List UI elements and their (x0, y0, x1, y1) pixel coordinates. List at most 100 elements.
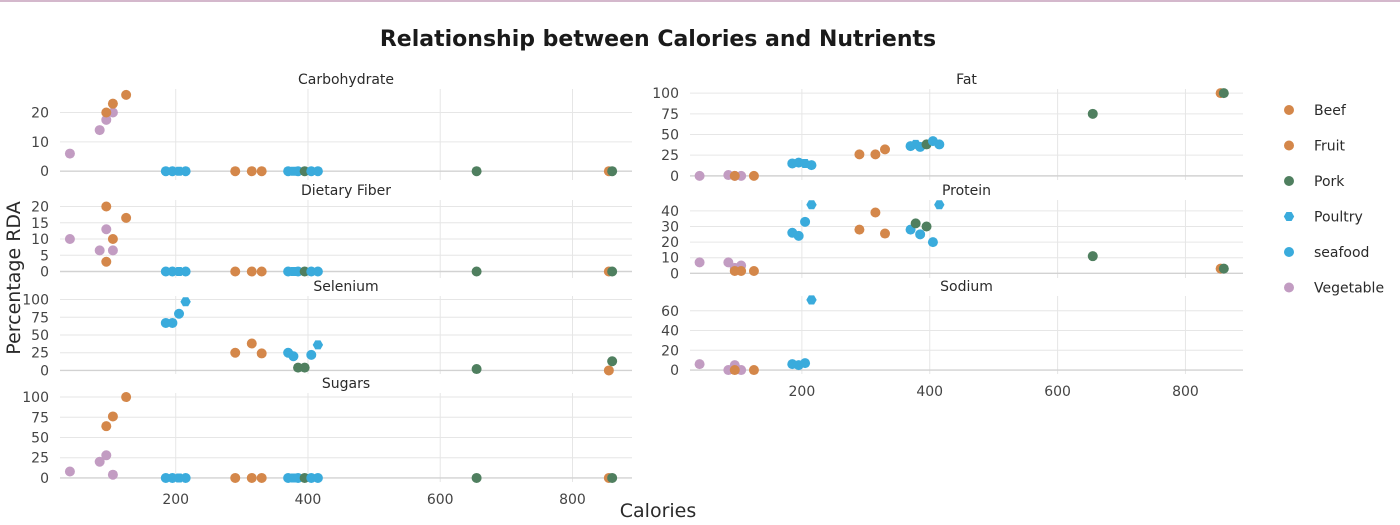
data-point-pork[interactable] (1218, 88, 1229, 99)
legend-item-poultry[interactable]: Poultry (1283, 210, 1363, 226)
data-point-fruit[interactable] (748, 170, 759, 181)
data-point-beef[interactable] (230, 166, 241, 177)
legend-item-vegetable[interactable]: Vegetable (1284, 281, 1384, 297)
data-point-beef[interactable] (870, 149, 881, 160)
data-point-beef[interactable] (246, 472, 257, 483)
data-point-seafood[interactable] (934, 139, 945, 150)
data-point-vegetable[interactable] (64, 234, 75, 244)
data-point-fruit[interactable] (729, 170, 740, 181)
data-point-poultry[interactable] (806, 200, 817, 210)
legend[interactable]: Beef Fruit Pork Poultry seafood Vegetable (1283, 103, 1384, 297)
data-point-fruit[interactable] (748, 265, 759, 276)
data-point-pork[interactable] (1218, 263, 1229, 274)
data-point-pork[interactable] (607, 266, 618, 277)
data-point-pork[interactable] (607, 356, 618, 367)
data-point-beef[interactable] (246, 266, 257, 277)
data-point-seafood[interactable] (180, 266, 191, 277)
data-point-fruit[interactable] (101, 201, 112, 212)
data-point-beef[interactable] (870, 207, 881, 218)
data-point-beef[interactable] (879, 228, 890, 239)
data-point-beef[interactable] (854, 224, 865, 235)
data-point-beef[interactable] (256, 348, 267, 359)
data-point-seafood[interactable] (306, 349, 317, 360)
data-point-beef[interactable] (230, 347, 241, 358)
data-point-seafood[interactable] (793, 230, 804, 241)
data-point-fruit[interactable] (121, 89, 132, 100)
data-point-beef[interactable] (230, 472, 241, 483)
data-point-pork[interactable] (1087, 251, 1098, 262)
data-point-pork[interactable] (471, 364, 482, 375)
data-point-pork[interactable] (299, 362, 310, 373)
data-point-seafood[interactable] (288, 351, 299, 362)
data-point-poultry[interactable] (312, 340, 324, 350)
data-point-vegetable[interactable] (694, 170, 705, 181)
data-point-seafood[interactable] (167, 266, 178, 277)
data-point-seafood[interactable] (180, 166, 191, 177)
data-point-beef[interactable] (603, 365, 614, 376)
data-point-fruit[interactable] (101, 256, 112, 267)
data-point-vegetable[interactable] (107, 245, 118, 256)
data-point-seafood[interactable] (806, 160, 817, 171)
data-point-fruit[interactable] (107, 411, 118, 422)
data-point-seafood[interactable] (312, 166, 323, 177)
y-tick-label: 0 (670, 363, 679, 379)
data-point-beef[interactable] (246, 338, 257, 349)
data-point-vegetable[interactable] (107, 469, 118, 480)
data-point-pork[interactable] (1087, 108, 1098, 119)
data-point-seafood[interactable] (312, 472, 323, 483)
data-point-pork[interactable] (471, 166, 482, 177)
data-point-seafood[interactable] (174, 308, 185, 319)
data-point-beef[interactable] (256, 266, 267, 277)
data-point-pork[interactable] (910, 218, 921, 229)
data-point-seafood[interactable] (915, 229, 926, 240)
data-point-fruit[interactable] (736, 265, 747, 276)
data-point-vegetable[interactable] (94, 245, 105, 256)
data-point-vegetable[interactable] (94, 125, 105, 136)
data-point-vegetable[interactable] (694, 257, 705, 268)
data-point-beef[interactable] (230, 266, 241, 277)
data-point-fruit[interactable] (121, 212, 132, 223)
data-point-vegetable[interactable] (64, 148, 75, 159)
legend-item-beef[interactable]: Beef (1284, 103, 1347, 119)
legend-item-fruit[interactable]: Fruit (1284, 139, 1346, 155)
data-point-vegetable[interactable] (94, 456, 105, 467)
data-point-beef[interactable] (256, 166, 267, 177)
data-point-pork[interactable] (607, 472, 618, 483)
legend-item-seafood[interactable]: seafood (1284, 245, 1369, 261)
data-point-fruit[interactable] (121, 392, 132, 403)
x-tick-label: 600 (1044, 384, 1071, 400)
data-point-fruit[interactable] (729, 365, 740, 376)
data-point-seafood[interactable] (180, 472, 191, 483)
data-point-beef[interactable] (246, 166, 257, 177)
data-point-vegetable[interactable] (101, 450, 112, 461)
data-point-fruit[interactable] (101, 421, 112, 432)
data-point-pork[interactable] (921, 221, 932, 232)
data-point-beef[interactable] (854, 149, 865, 160)
data-point-vegetable[interactable] (694, 359, 705, 370)
data-point-seafood[interactable] (167, 166, 178, 177)
data-point-fruit[interactable] (107, 234, 118, 244)
data-point-pork[interactable] (471, 266, 482, 277)
data-point-seafood[interactable] (800, 358, 811, 369)
data-point-seafood[interactable] (800, 216, 811, 227)
data-point-fruit[interactable] (101, 107, 112, 118)
legend-item-pork[interactable]: Pork (1284, 174, 1345, 190)
data-point-vegetable[interactable] (101, 224, 112, 235)
data-point-seafood[interactable] (167, 317, 178, 328)
data-point-poultry[interactable] (806, 295, 817, 305)
data-point-poultry[interactable] (934, 200, 945, 210)
data-point-pork[interactable] (607, 166, 618, 177)
data-point-fruit[interactable] (107, 98, 118, 109)
data-point-beef[interactable] (879, 144, 890, 155)
data-point-seafood[interactable] (927, 237, 938, 248)
data-point-poultry[interactable] (180, 297, 191, 307)
data-point-beef[interactable] (256, 472, 267, 483)
data-point-vegetable[interactable] (101, 114, 112, 125)
data-point-seafood[interactable] (312, 266, 323, 277)
legend-label: Fruit (1314, 139, 1346, 155)
data-point-fruit[interactable] (748, 365, 759, 376)
data-point-seafood[interactable] (167, 472, 178, 483)
y-tick-label: 0 (670, 266, 679, 282)
data-point-pork[interactable] (471, 472, 482, 483)
data-point-vegetable[interactable] (64, 466, 75, 477)
